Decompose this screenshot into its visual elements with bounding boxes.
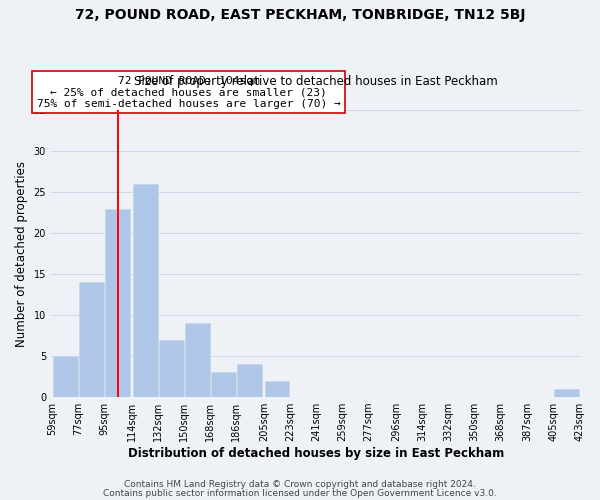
- Y-axis label: Number of detached properties: Number of detached properties: [15, 160, 28, 346]
- Bar: [554, 389, 579, 397]
- Text: 72 POUND ROAD: 104sqm
← 25% of detached houses are smaller (23)
75% of semi-deta: 72 POUND ROAD: 104sqm ← 25% of detached …: [37, 76, 341, 109]
- Bar: [159, 340, 184, 397]
- Text: Contains public sector information licensed under the Open Government Licence v3: Contains public sector information licen…: [103, 488, 497, 498]
- Bar: [53, 356, 78, 397]
- X-axis label: Distribution of detached houses by size in East Peckham: Distribution of detached houses by size …: [128, 447, 504, 460]
- Bar: [265, 380, 289, 397]
- Title: Size of property relative to detached houses in East Peckham: Size of property relative to detached ho…: [134, 75, 498, 88]
- Text: 72, POUND ROAD, EAST PECKHAM, TONBRIDGE, TN12 5BJ: 72, POUND ROAD, EAST PECKHAM, TONBRIDGE,…: [75, 8, 525, 22]
- Bar: [185, 324, 210, 397]
- Text: Contains HM Land Registry data © Crown copyright and database right 2024.: Contains HM Land Registry data © Crown c…: [124, 480, 476, 489]
- Bar: [133, 184, 158, 397]
- Bar: [79, 282, 104, 397]
- Bar: [105, 208, 130, 397]
- Bar: [237, 364, 262, 397]
- Bar: [211, 372, 236, 397]
